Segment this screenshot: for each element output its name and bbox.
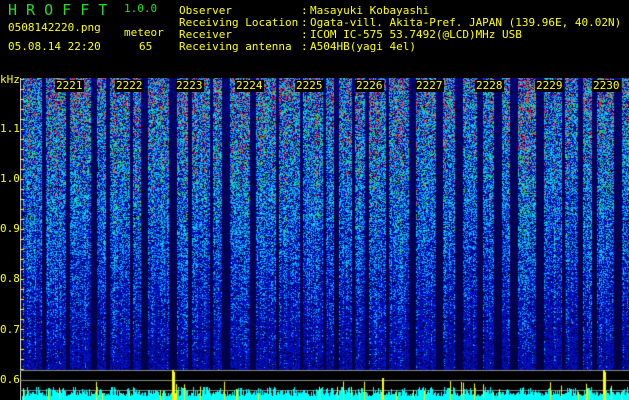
app-title: H R O F F T (8, 1, 108, 19)
receiver-value: ICOM IC-575 53.7492(@LCD)MHz USB (310, 28, 522, 41)
time-label: 2223 (175, 79, 204, 92)
y-unit-label: kHz (0, 73, 20, 86)
location-value: Ogata-vill. Akita-Pref. JAPAN (139.96E, … (310, 16, 622, 29)
filename: 0508142220.png (8, 21, 101, 34)
location-label: Receiving Location (179, 16, 299, 29)
y-tick-label: 0.6 (0, 373, 20, 386)
colon: : (301, 28, 308, 41)
time-label: 2229 (535, 79, 564, 92)
colon: : (301, 4, 308, 17)
observer-value: Masayuki Kobayashi (310, 4, 430, 17)
spectrogram (20, 78, 629, 400)
datetime: 05.08.14 22:20 (8, 40, 101, 53)
time-label: 2226 (355, 79, 384, 92)
time-label: 2221 (55, 79, 84, 92)
colon: : (301, 40, 308, 53)
y-tick-label: 0.7 (0, 323, 20, 336)
antenna-label: Receiving antenna (179, 40, 292, 53)
y-tick-label: 0.9 (0, 222, 20, 235)
time-label: 2228 (475, 79, 504, 92)
time-label: 2222 (115, 79, 144, 92)
version: 1.0.0 (124, 2, 158, 15)
time-label: 2224 (235, 79, 264, 92)
y-tick-label: 1.1 (0, 122, 20, 135)
antenna-value: A504HB(yagi 4el) (310, 40, 416, 53)
observer-label: Observer (179, 4, 232, 17)
y-tick-label: 0.8 (0, 272, 20, 285)
time-label: 2230 (592, 79, 621, 92)
meteor-label: meteor (124, 26, 164, 39)
time-label: 2225 (295, 79, 324, 92)
receiver-label: Receiver (179, 28, 232, 41)
meteor-count: 65 (139, 40, 153, 53)
colon: : (301, 16, 308, 29)
time-label: 2227 (415, 79, 444, 92)
y-tick-label: 1.0 (0, 172, 20, 185)
